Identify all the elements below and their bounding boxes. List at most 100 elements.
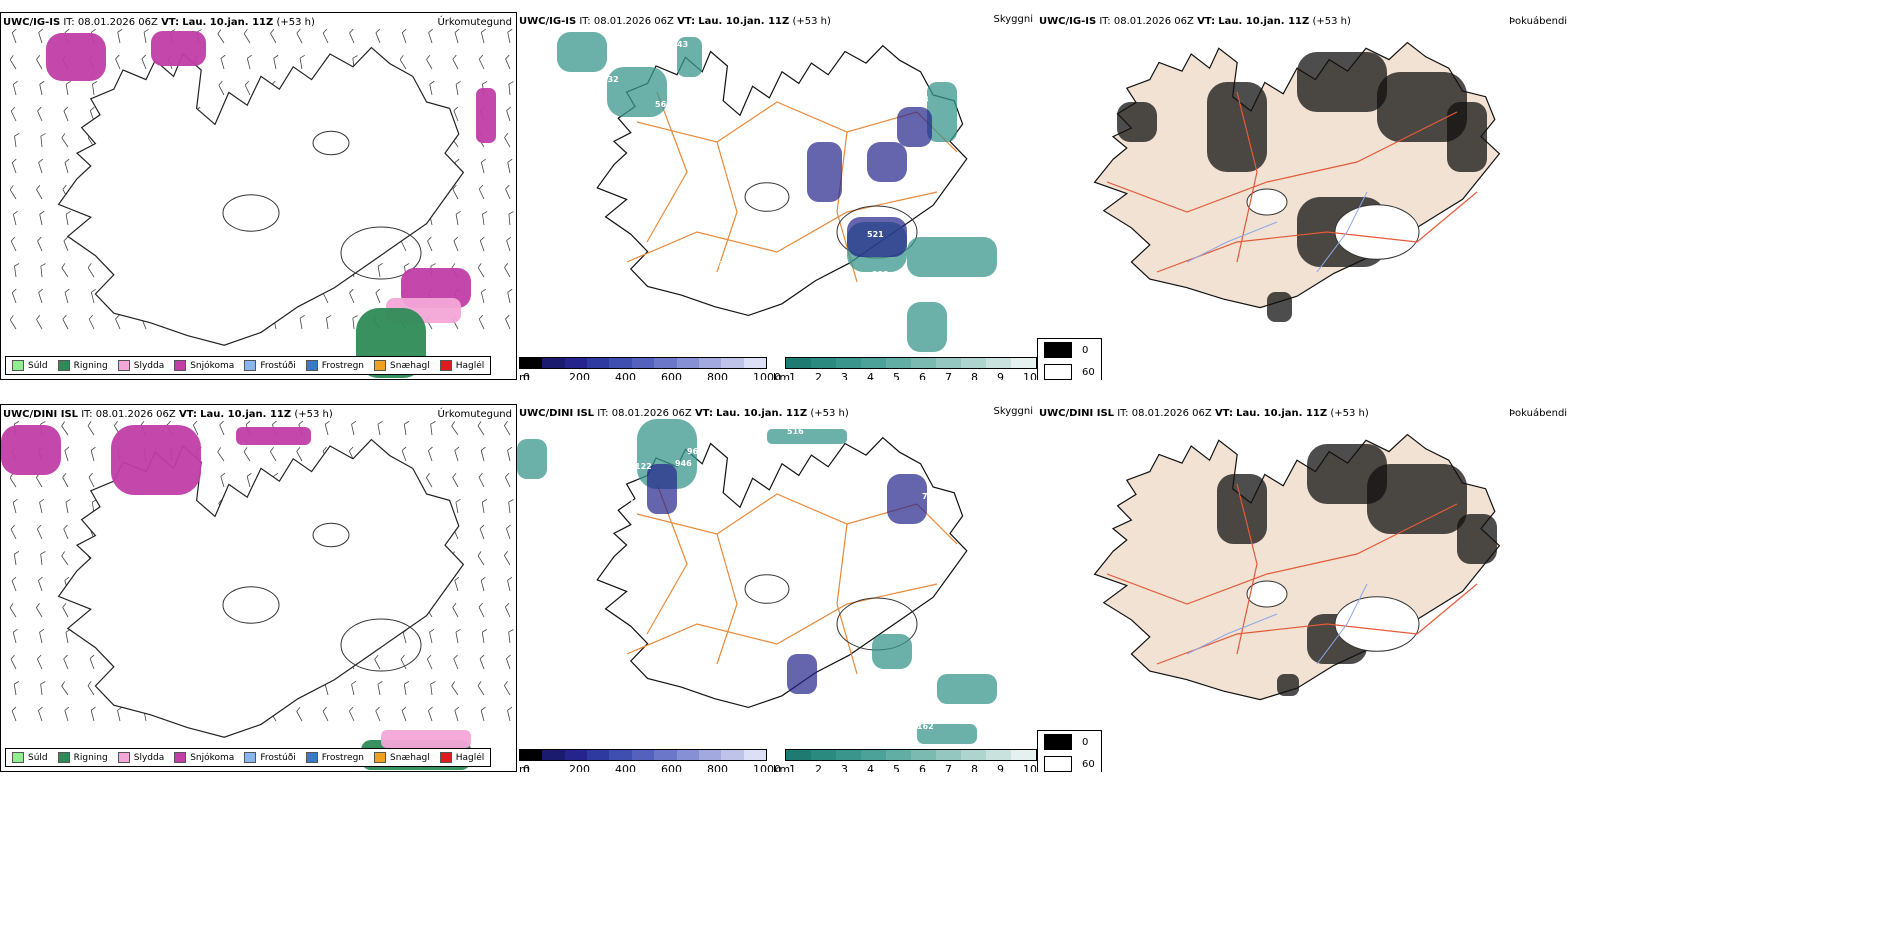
precip-legend-item: Snjókoma xyxy=(174,752,234,763)
wind-barb xyxy=(61,421,69,436)
wind-barb xyxy=(63,654,69,670)
wind-barb xyxy=(506,524,511,540)
wind-barb xyxy=(455,628,461,644)
init-time: IT: 08.01.2026 06Z xyxy=(63,17,158,28)
fog-panel-bottom: UWC/DINI ISL IT: 08.01.2026 06Z VT: Lau.… xyxy=(1037,404,1900,772)
wind-barb xyxy=(348,706,355,722)
lead-time: (+53 h) xyxy=(294,409,333,420)
colorbar-unit: m xyxy=(519,371,530,380)
wind-barb xyxy=(349,28,355,44)
precip-type-panel-bottom: UWC/DINI ISL IT: 08.01.2026 06Z VT: Lau.… xyxy=(0,404,517,772)
low-visibility-area xyxy=(927,82,957,142)
wind-barb xyxy=(504,132,511,148)
wind-barb xyxy=(322,28,329,44)
river xyxy=(1186,613,1278,655)
legend-swatch xyxy=(374,360,387,371)
wind-barb xyxy=(296,446,303,462)
colorbar-unit: m xyxy=(519,763,530,772)
glacier-outline xyxy=(1246,580,1288,608)
wind-barb xyxy=(217,447,225,462)
wind-barb xyxy=(377,420,383,436)
wind-barb xyxy=(11,576,17,592)
low-visibility-area xyxy=(937,674,997,704)
colorbar-tick-label: 8 xyxy=(971,371,978,380)
wind-barb xyxy=(38,706,43,722)
wind-barb xyxy=(90,446,96,462)
wind-barb xyxy=(425,473,433,488)
init-time: IT: 08.01.2026 06Z xyxy=(1099,16,1194,27)
cloud-visibility-panel-bottom: UWC/DINI ISL IT: 08.01.2026 06Z VT: Lau.… xyxy=(517,404,1037,772)
wind-barb xyxy=(219,420,225,436)
road xyxy=(1106,503,1458,605)
wind-barb xyxy=(220,54,226,70)
wind-barb xyxy=(9,185,17,200)
precip-legend: Súld Rigning Slydda Snjókoma Frostúði Frostre… xyxy=(5,748,492,767)
precip-legend-item: Slydda xyxy=(117,752,164,763)
legend-swatch xyxy=(439,360,452,371)
wind-barb xyxy=(11,288,17,304)
glacier-outline xyxy=(1334,596,1420,652)
wind-barb xyxy=(115,314,121,330)
fog-area xyxy=(1377,72,1467,142)
colorbar-tick-label: 6 xyxy=(919,763,926,772)
legend-swatch xyxy=(305,360,318,371)
low-ceiling-area xyxy=(647,464,677,514)
legend-swatch xyxy=(374,752,387,763)
wind-barb xyxy=(454,706,460,722)
wind-barb xyxy=(244,80,251,96)
wind-barb xyxy=(40,681,46,696)
wind-barb xyxy=(36,314,43,330)
wind-barb xyxy=(454,446,460,462)
ceiling-value-label: 13 xyxy=(762,707,773,716)
wind-barb xyxy=(455,80,461,96)
wind-barb xyxy=(65,498,71,514)
legend-swatch xyxy=(57,752,70,763)
init-time: IT: 08.01.2026 06Z xyxy=(1117,408,1212,419)
wind-barb xyxy=(64,446,70,462)
wind-barb xyxy=(61,133,69,148)
lead-time: (+53 h) xyxy=(810,408,849,419)
colorbar-tick-label: 4 xyxy=(867,763,874,772)
wind-barb xyxy=(451,421,459,436)
legend-swatch xyxy=(117,752,130,763)
wind-barb xyxy=(426,54,433,70)
legend-swatch xyxy=(439,752,452,763)
wind-barb xyxy=(61,263,69,278)
wind-barb xyxy=(296,28,303,44)
valid-time: Lau. 10.jan. 11Z xyxy=(1218,16,1310,27)
valid-time: Lau. 10.jan. 11Z xyxy=(1236,408,1328,419)
fog-legend-label: 0 xyxy=(1082,344,1089,356)
wind-barb xyxy=(117,706,123,722)
fog-panel-top: UWC/IG-IS IT: 08.01.2026 06Z VT: Lau. 10… xyxy=(1037,12,1900,380)
glacier-outline xyxy=(222,194,280,232)
precip-legend-item: Súld xyxy=(12,360,48,371)
colorbar-tick-label: 2 xyxy=(815,371,822,380)
wind-barb xyxy=(10,524,17,540)
low-ceiling-area xyxy=(897,107,932,147)
precip-snow-area xyxy=(476,88,496,143)
wind-barb xyxy=(452,184,459,200)
ceiling-value-label: 162 xyxy=(917,722,934,731)
wind-barb xyxy=(508,211,514,226)
low-visibility-area xyxy=(872,634,912,669)
model-name: UWC/IG-IS xyxy=(519,16,577,27)
fog-legend-label: 60 xyxy=(1082,366,1095,378)
fog-area xyxy=(1367,464,1467,534)
wind-barb xyxy=(63,106,69,122)
wind-barb xyxy=(481,499,488,514)
wind-barb xyxy=(480,576,486,592)
wind-barb xyxy=(480,158,486,174)
precip-type-panel-top: UWC/IG-IS IT: 08.01.2026 06Z VT: Lau. 10… xyxy=(0,12,517,380)
visibility-colorbar: km 1 2 3 4 5 6 7 8 9 10 xyxy=(773,749,1037,772)
colorbar-tick-label: 6 xyxy=(919,371,926,380)
wind-barb xyxy=(453,106,459,122)
wind-barb xyxy=(508,81,514,96)
ceiling-value-label: 322 xyxy=(872,270,889,279)
wind-barb xyxy=(375,706,381,722)
low-visibility-area xyxy=(767,429,847,444)
wind-barb xyxy=(192,420,199,436)
legend-swatch xyxy=(174,752,187,763)
legend-label: Snæhagl xyxy=(390,752,430,763)
wind-barb xyxy=(38,288,43,304)
wind-barb xyxy=(9,315,17,330)
